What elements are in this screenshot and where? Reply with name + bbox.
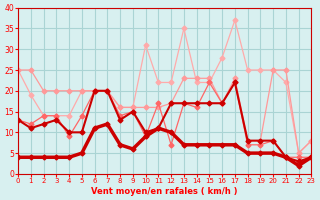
X-axis label: Vent moyen/en rafales ( km/h ): Vent moyen/en rafales ( km/h ) [92, 187, 238, 196]
